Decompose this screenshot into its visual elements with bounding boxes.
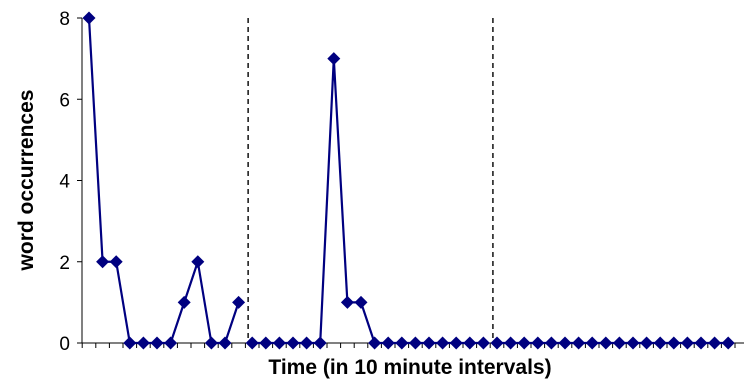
data-point [354,295,368,309]
data-point [490,336,504,350]
data-point [313,336,327,350]
data-point [599,336,613,350]
data-point [408,336,422,350]
y-axis: 0 2 4 6 8 [59,9,83,355]
data-point [82,11,96,25]
data-point [640,336,654,350]
data-point [136,336,150,350]
data-point [395,336,409,350]
y-tick-label: 8 [59,9,70,30]
data-point [340,295,354,309]
data-point [585,336,599,350]
data-point [218,336,232,350]
data-point [680,336,694,350]
data-point [694,336,708,350]
data-point [96,255,110,269]
series-line [87,17,240,345]
data-point [572,336,586,350]
data-point [653,336,667,350]
data-point [204,336,218,350]
data-point [259,336,273,350]
data-point [544,336,558,350]
data-point [517,336,531,350]
data-point [164,336,178,350]
data-point [191,255,205,269]
data-point [300,336,314,350]
series-group [82,11,735,350]
data-point [436,336,450,350]
data-point [232,295,246,309]
series-line [252,58,484,345]
data-point [626,336,640,350]
data-point [612,336,626,350]
data-point [422,336,436,350]
data-point [463,336,477,350]
y-tick-label: 2 [59,253,70,274]
y-tick-label: 0 [59,334,70,355]
data-point [531,336,545,350]
data-point [368,336,382,350]
data-point [109,255,123,269]
data-point [327,52,341,66]
y-tick-label: 6 [59,90,70,111]
data-point [150,336,164,350]
data-point [245,336,259,350]
x-axis-title: Time (in 10 minute intervals) [268,356,551,379]
interval-dividers [247,18,494,343]
data-point [123,336,137,350]
y-axis-title: word occurrences [15,90,38,272]
data-point [449,336,463,350]
data-point [272,336,286,350]
data-point [286,336,300,350]
data-point [177,295,191,309]
data-point [667,336,681,350]
data-point [476,336,490,350]
data-point [721,336,735,350]
data-point [708,336,722,350]
y-tick-label: 4 [59,172,70,193]
data-point [504,336,518,350]
data-point [558,336,572,350]
data-point [381,336,395,350]
